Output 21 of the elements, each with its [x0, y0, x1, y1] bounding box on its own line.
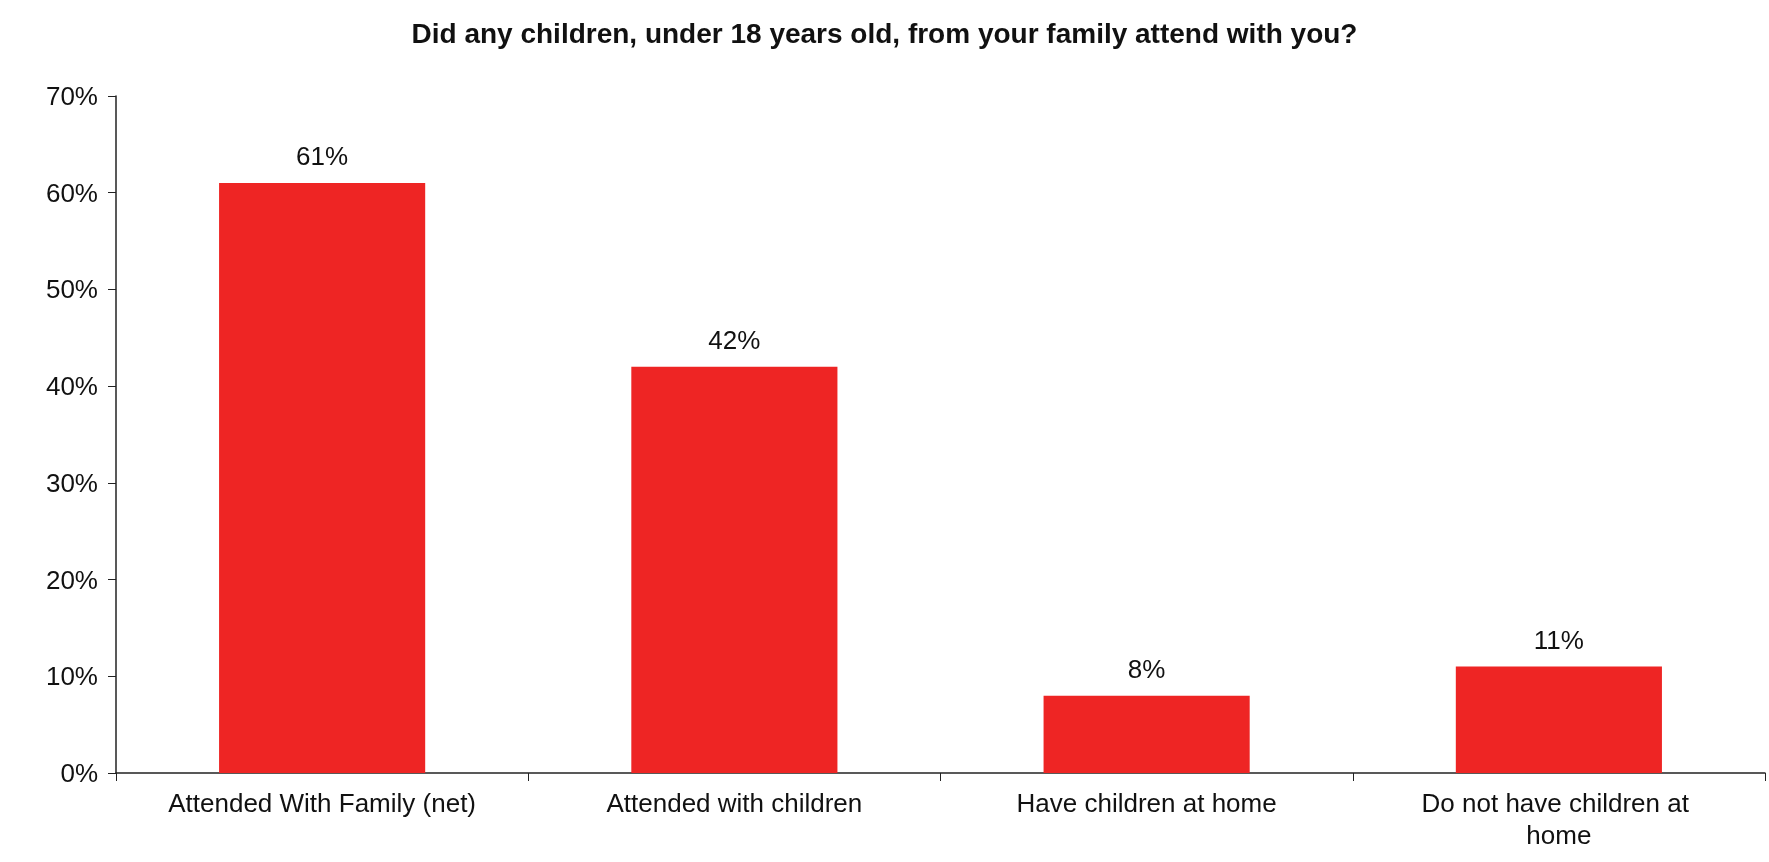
data-label: 11% — [1533, 624, 1584, 655]
y-tick-label: 40% — [45, 371, 98, 402]
y-tick-label: 10% — [45, 661, 98, 692]
data-label: 42% — [708, 324, 761, 355]
y-tick-label: 0% — [60, 758, 98, 788]
x-tick-label: Attended With Family (net) — [168, 788, 477, 818]
x-tick-label: Have children at home — [1016, 788, 1277, 818]
bar — [1043, 695, 1250, 773]
y-tick-label: 70% — [45, 81, 98, 111]
y-tick-label: 30% — [45, 467, 98, 498]
y-tick-label: 60% — [45, 177, 98, 208]
bar — [219, 183, 426, 773]
data-label: 61% — [296, 141, 349, 172]
x-tick-label: Attended with children — [606, 788, 863, 818]
x-tick-label: Do not have children at home — [1421, 788, 1697, 850]
bar — [1455, 666, 1662, 773]
bar — [631, 366, 838, 773]
y-tick-label: 50% — [45, 274, 98, 305]
chart-title: Did any children, under 18 years old, from your family attend with you? — [411, 17, 1358, 49]
y-tick-label: 20% — [45, 564, 98, 595]
data-label: 8% — [1127, 653, 1166, 684]
